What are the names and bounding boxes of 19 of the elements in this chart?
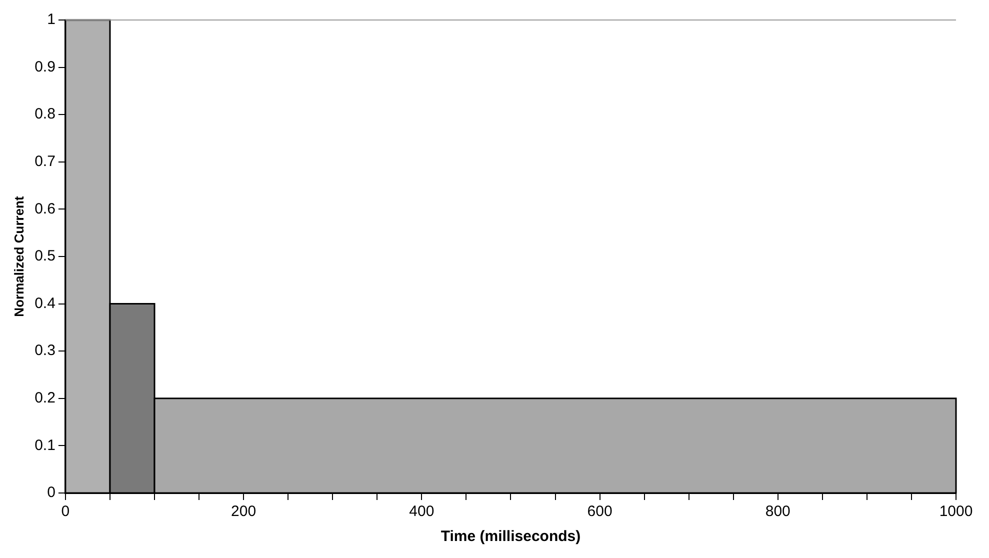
- x-axis-title: Time (milliseconds): [440, 528, 581, 546]
- y-tick-label: 0.9: [34, 58, 56, 76]
- y-tick-label: 0.3: [34, 342, 56, 360]
- y-tick-label: 0: [47, 484, 56, 502]
- y-tick-label: 0.6: [34, 200, 56, 218]
- y-tick-label: 0.5: [34, 248, 56, 265]
- y-tick-label: 1: [47, 11, 56, 28]
- y-tick-label: 0.2: [34, 390, 56, 407]
- y-tick-label: 0.8: [34, 106, 56, 123]
- y-tick-label: 0.4: [34, 294, 56, 312]
- y-tick-label: 0.1: [34, 436, 56, 454]
- x-tick-label: 400: [409, 503, 434, 520]
- x-tick-label: 1000: [939, 503, 973, 520]
- y-axis-title: Normalized Current: [11, 196, 26, 317]
- y-tick-label: 0.7: [34, 153, 56, 170]
- x-tick-label: 600: [587, 503, 612, 520]
- x-tick-label: 0: [61, 503, 70, 520]
- x-tick-label: 200: [231, 503, 256, 520]
- x-tick-label: 800: [765, 503, 790, 520]
